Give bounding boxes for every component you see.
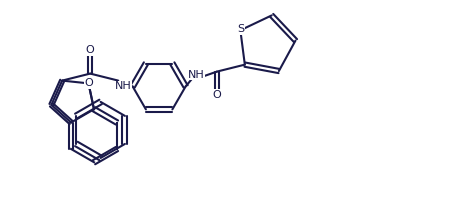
Text: NH: NH	[188, 70, 205, 80]
Text: O: O	[212, 90, 221, 100]
Text: O: O	[84, 78, 93, 88]
Text: S: S	[238, 25, 245, 35]
Text: NH: NH	[115, 81, 132, 91]
Text: O: O	[86, 45, 94, 55]
